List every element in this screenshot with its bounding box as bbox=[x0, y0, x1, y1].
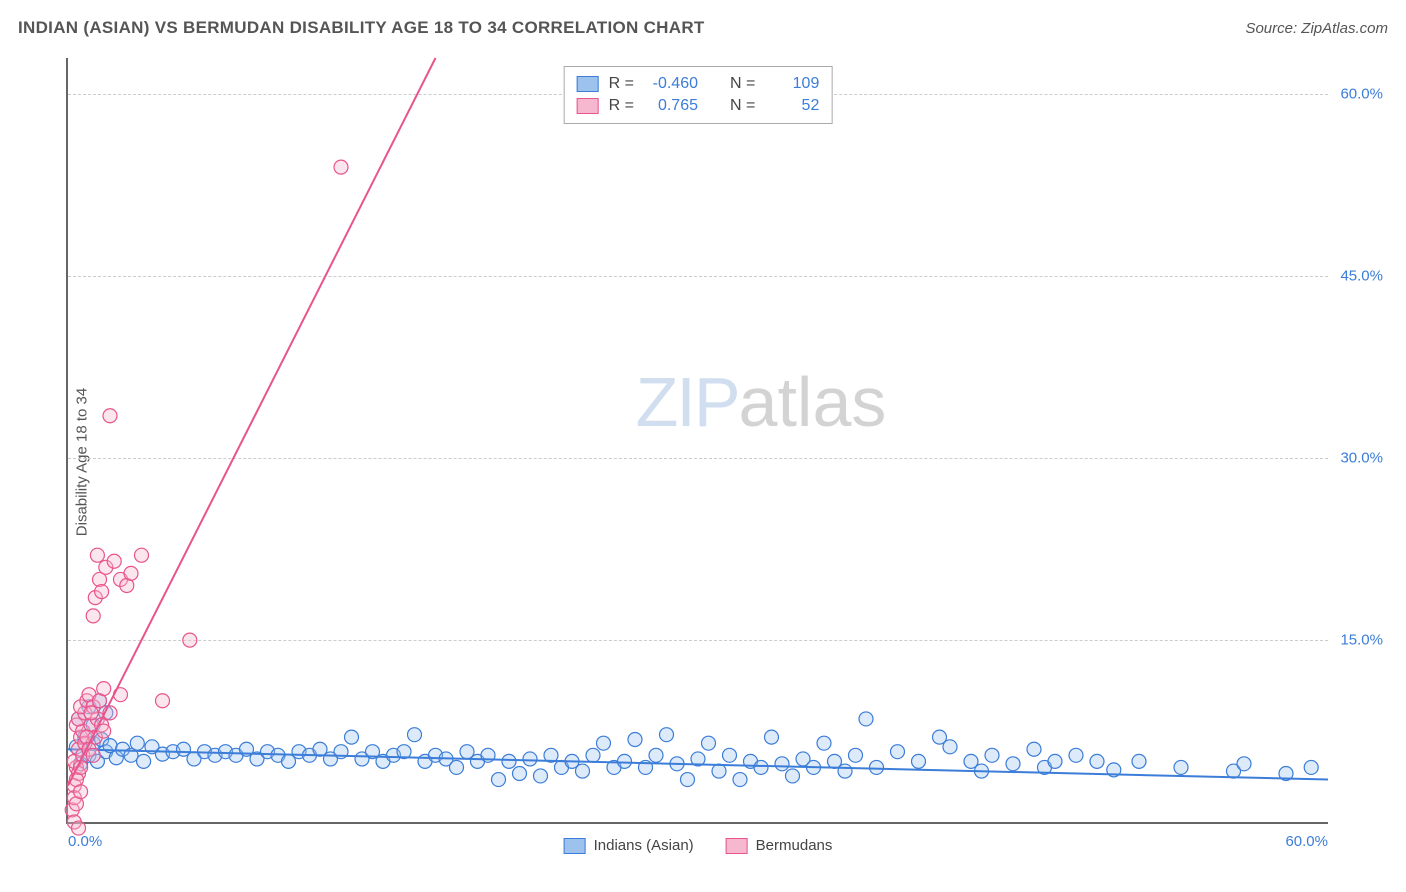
chart-header: INDIAN (ASIAN) VS BERMUDAN DISABILITY AG… bbox=[18, 18, 1388, 38]
legend-item: Bermudans bbox=[726, 837, 833, 854]
data-point bbox=[702, 736, 716, 750]
data-point bbox=[786, 769, 800, 783]
data-point bbox=[156, 694, 170, 708]
data-point bbox=[1006, 757, 1020, 771]
stat-r-value: -0.460 bbox=[644, 75, 698, 93]
data-point bbox=[628, 733, 642, 747]
data-point bbox=[1048, 754, 1062, 768]
data-point bbox=[754, 760, 768, 774]
chart-container: Disability Age 18 to 34 ZIPatlas R = -0.… bbox=[18, 50, 1388, 874]
y-tick-label: 15.0% bbox=[1333, 632, 1383, 649]
data-point bbox=[1090, 754, 1104, 768]
data-point bbox=[723, 748, 737, 762]
chart-title: INDIAN (ASIAN) VS BERMUDAN DISABILITY AG… bbox=[18, 18, 705, 38]
data-point bbox=[765, 730, 779, 744]
legend-swatch bbox=[577, 98, 599, 114]
data-point bbox=[95, 585, 109, 599]
data-point bbox=[183, 633, 197, 647]
data-point bbox=[985, 748, 999, 762]
bottom-legend: Indians (Asian) Bermudans bbox=[564, 837, 833, 854]
trend-line bbox=[68, 58, 436, 786]
legend-label: Bermudans bbox=[756, 837, 833, 854]
data-point bbox=[681, 773, 695, 787]
data-point bbox=[86, 748, 100, 762]
data-point bbox=[408, 728, 422, 742]
plot-area: ZIPatlas R = -0.460 N = 109 R = 0.765 N … bbox=[66, 58, 1328, 824]
data-point bbox=[86, 609, 100, 623]
data-point bbox=[576, 764, 590, 778]
stats-row: R = 0.765 N = 52 bbox=[577, 95, 820, 117]
data-point bbox=[1132, 754, 1146, 768]
data-point bbox=[618, 754, 632, 768]
data-point bbox=[891, 745, 905, 759]
data-point bbox=[137, 754, 151, 768]
x-tick-min: 0.0% bbox=[68, 833, 102, 850]
stat-n-label: N = bbox=[730, 75, 755, 93]
data-point bbox=[733, 773, 747, 787]
data-point bbox=[513, 766, 527, 780]
data-point bbox=[1174, 760, 1188, 774]
data-point bbox=[649, 748, 663, 762]
stat-n-label: N = bbox=[730, 97, 755, 115]
legend-item: Indians (Asian) bbox=[564, 837, 694, 854]
stat-r-label: R = bbox=[609, 75, 634, 93]
data-point bbox=[135, 548, 149, 562]
scatter-plot-svg bbox=[68, 58, 1328, 822]
data-point bbox=[859, 712, 873, 726]
stat-r-label: R = bbox=[609, 97, 634, 115]
data-point bbox=[103, 409, 117, 423]
data-point bbox=[492, 773, 506, 787]
data-point bbox=[84, 706, 98, 720]
data-point bbox=[586, 748, 600, 762]
chart-source: Source: ZipAtlas.com bbox=[1245, 20, 1388, 37]
data-point bbox=[1237, 757, 1251, 771]
data-point bbox=[838, 764, 852, 778]
data-point bbox=[74, 785, 88, 799]
data-point bbox=[450, 760, 464, 774]
data-point bbox=[534, 769, 548, 783]
data-point bbox=[817, 736, 831, 750]
data-point bbox=[107, 554, 121, 568]
data-point bbox=[912, 754, 926, 768]
data-point bbox=[502, 754, 516, 768]
correlation-stats-box: R = -0.460 N = 109 R = 0.765 N = 52 bbox=[564, 66, 833, 124]
legend-swatch bbox=[564, 838, 586, 854]
y-tick-label: 60.0% bbox=[1333, 86, 1383, 103]
stat-n-value: 109 bbox=[765, 75, 819, 93]
data-point bbox=[90, 548, 104, 562]
data-point bbox=[1304, 760, 1318, 774]
x-tick-max: 60.0% bbox=[1285, 833, 1328, 850]
data-point bbox=[660, 728, 674, 742]
data-point bbox=[1027, 742, 1041, 756]
stat-r-value: 0.765 bbox=[644, 97, 698, 115]
stats-row: R = -0.460 N = 109 bbox=[577, 73, 820, 95]
y-tick-label: 45.0% bbox=[1333, 268, 1383, 285]
data-point bbox=[124, 566, 138, 580]
data-point bbox=[334, 160, 348, 174]
data-point bbox=[523, 752, 537, 766]
data-point bbox=[97, 682, 111, 696]
legend-swatch bbox=[577, 76, 599, 92]
data-point bbox=[712, 764, 726, 778]
legend-swatch bbox=[726, 838, 748, 854]
y-tick-label: 30.0% bbox=[1333, 450, 1383, 467]
data-point bbox=[597, 736, 611, 750]
legend-label: Indians (Asian) bbox=[594, 837, 694, 854]
data-point bbox=[943, 740, 957, 754]
data-point bbox=[870, 760, 884, 774]
data-point bbox=[345, 730, 359, 744]
stat-n-value: 52 bbox=[765, 97, 819, 115]
data-point bbox=[849, 748, 863, 762]
data-point bbox=[130, 736, 144, 750]
data-point bbox=[775, 757, 789, 771]
data-point bbox=[1069, 748, 1083, 762]
